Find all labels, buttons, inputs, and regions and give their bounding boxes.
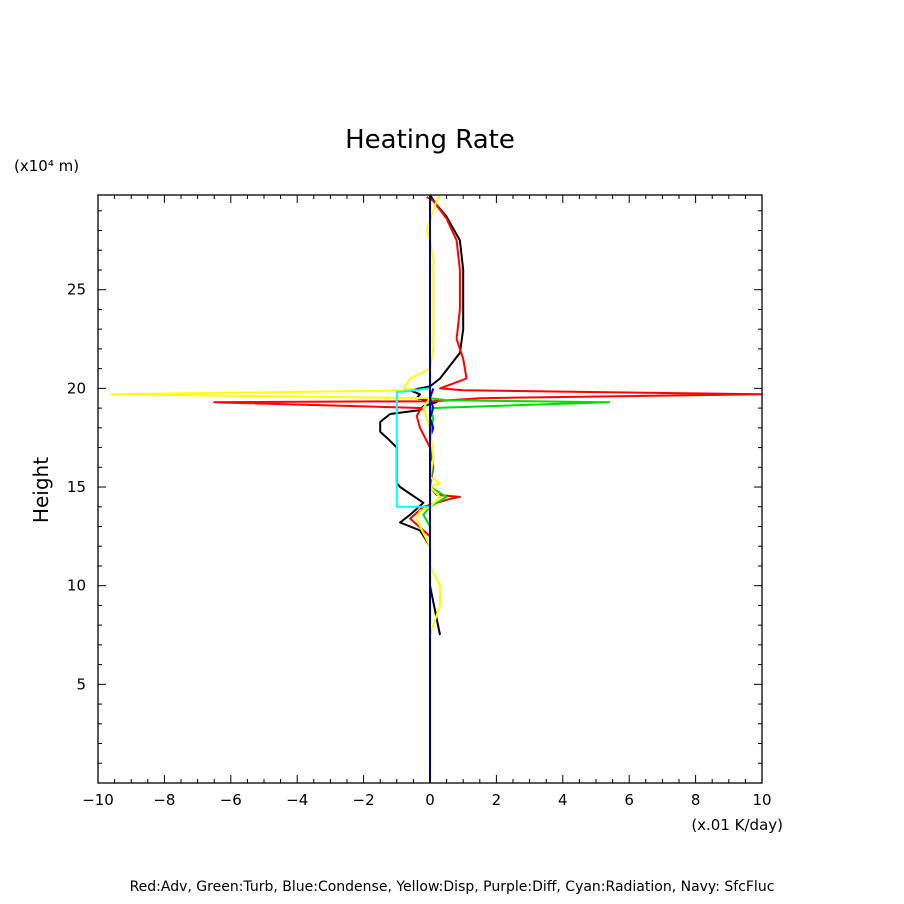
series-line-total — [379, 194, 465, 636]
y-axis-unit: (x10⁴ m) — [14, 157, 79, 175]
x-tick-label: 10 — [752, 791, 771, 809]
chart-title: Heating Rate — [345, 125, 515, 155]
y-tick-label: 20 — [67, 379, 86, 397]
y-tick-label: 15 — [67, 478, 86, 496]
x-tick-label: 4 — [558, 791, 568, 809]
y-axis-label: Height — [29, 457, 53, 523]
series-line-adv — [213, 196, 763, 566]
x-tick-label: 2 — [492, 791, 502, 809]
series-line-radiation — [395, 387, 431, 508]
series-layer — [110, 194, 763, 783]
x-tick-label: 8 — [691, 791, 701, 809]
y-tick-label: 25 — [67, 281, 86, 299]
y-tick-label: 10 — [67, 577, 86, 595]
x-tick-label: −10 — [82, 791, 114, 809]
y-tick-label: 5 — [76, 675, 86, 693]
axes-layer: −10 −8 −6 −4 −2 0 2 4 6 8 10 5 10 15 20 25 — [67, 194, 772, 809]
x-tick-label: −2 — [353, 791, 375, 809]
legend-caption: Red:Adv, Green:Turb, Blue:Condense, Yell… — [130, 879, 775, 895]
x-axis-unit: (x.01 K/day) — [691, 816, 783, 834]
x-tick-label: −8 — [153, 791, 175, 809]
series-line-turb — [422, 397, 611, 527]
x-tick-label: 0 — [425, 791, 435, 809]
x-tick-label: −4 — [286, 791, 308, 809]
x-tick-label: −6 — [220, 791, 242, 809]
x-tick-label: 6 — [624, 791, 634, 809]
series-line-disp — [110, 194, 441, 636]
